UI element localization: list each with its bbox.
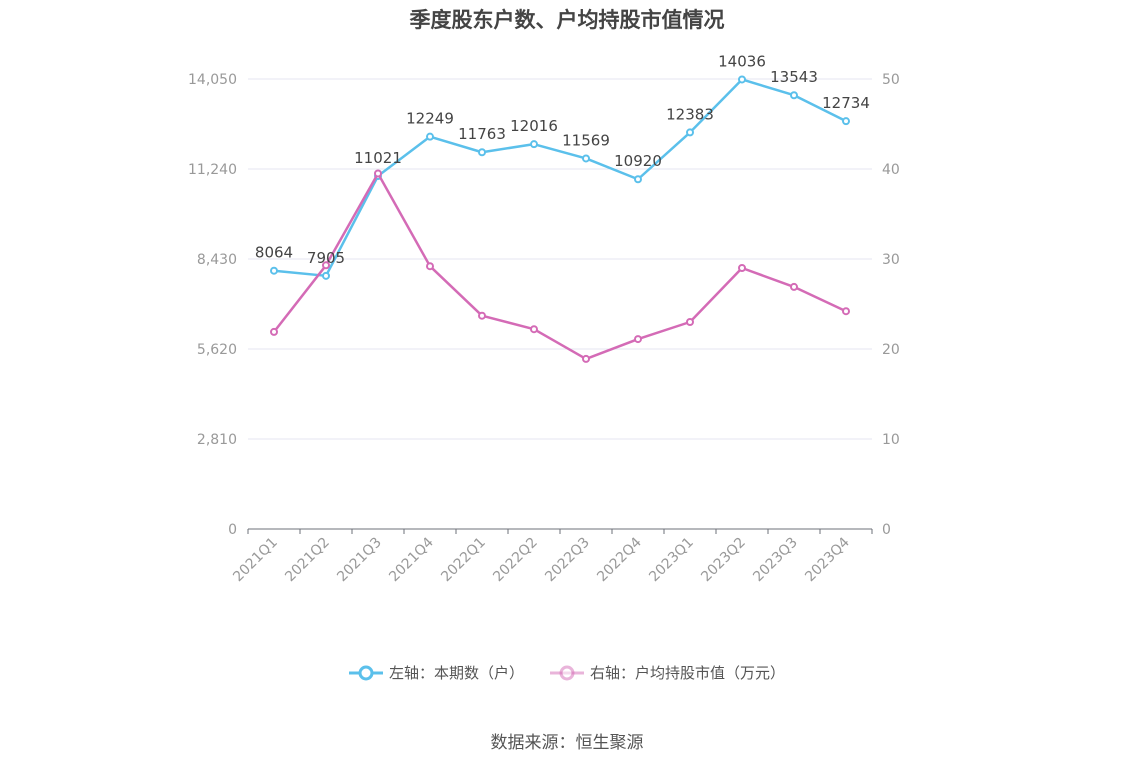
data-label: 11569 xyxy=(562,131,610,149)
left-series-line xyxy=(273,78,847,278)
x-axis-category-label: 2021Q4 xyxy=(386,534,437,585)
x-axis-category-label: 2022Q4 xyxy=(594,534,645,585)
legend-right-marker-icon xyxy=(550,665,584,680)
right-series-point xyxy=(686,318,694,326)
right-axis-tick-label: 40 xyxy=(882,162,900,178)
data-label: 12383 xyxy=(666,105,714,123)
x-axis-category-label: 2022Q1 xyxy=(438,535,489,586)
x-axis-category-label: 2022Q2 xyxy=(490,535,541,586)
series-lines xyxy=(270,75,850,363)
axes: 0 0 2,810 10 5,620 20 8,430 30 11,240 40 14,050 50 2… xyxy=(188,72,900,585)
chart-title: 季度股东户数、户均持股市值情况 xyxy=(409,8,725,32)
left-series-point xyxy=(270,266,278,275)
right-series-point xyxy=(270,327,278,336)
right-series-point xyxy=(634,335,642,344)
left-axis-tick-label: 2,810 xyxy=(197,432,237,448)
left-axis-tick-label: 14,050 xyxy=(188,72,237,88)
right-series-point xyxy=(790,282,798,291)
data-label: 8064 xyxy=(255,244,293,262)
data-label: 11021 xyxy=(354,149,402,167)
left-series-point xyxy=(322,271,330,280)
left-series-point xyxy=(478,148,486,157)
left-series-point xyxy=(790,91,798,100)
data-label: 11763 xyxy=(458,125,506,143)
grid-lines xyxy=(248,78,872,440)
left-series-point xyxy=(738,75,746,84)
left-series-point xyxy=(634,175,642,184)
left-axis-tick-label: 5,620 xyxy=(197,342,237,358)
x-axis-category-label: 2023Q4 xyxy=(802,534,853,585)
legend: 左轴：本期数（户） 右轴：户均持股市值（万元） xyxy=(0,662,1134,683)
right-series-line xyxy=(273,172,847,361)
left-axis-tick-label: 11,240 xyxy=(188,162,237,178)
left-series-point xyxy=(530,140,538,149)
right-axis-tick-label: 0 xyxy=(882,522,891,538)
data-label: 12016 xyxy=(510,117,558,135)
right-series-point xyxy=(582,354,590,363)
left-axis-tick-label: 0 xyxy=(228,522,237,538)
right-series-point xyxy=(426,262,434,271)
data-label: 10920 xyxy=(614,152,662,170)
right-axis-tick-label: 30 xyxy=(882,252,900,268)
right-series-point xyxy=(478,311,486,320)
legend-item-left-axis[interactable]: 左轴：本期数（户） xyxy=(348,662,524,683)
left-series-point xyxy=(842,117,850,126)
x-axis-category-label: 2021Q3 xyxy=(334,535,385,586)
x-axis-category-label: 2021Q2 xyxy=(282,535,333,586)
data-label: 12249 xyxy=(406,110,454,128)
x-axis-category-label: 2021Q1 xyxy=(230,535,281,586)
left-series-point xyxy=(582,154,590,163)
x-axis-category-label: 2023Q2 xyxy=(698,535,749,586)
right-axis-tick-label: 50 xyxy=(882,72,900,88)
x-axis-category-label: 2022Q3 xyxy=(542,535,593,586)
source-note: 数据来源：恒生聚源 xyxy=(490,733,644,753)
data-label: 14036 xyxy=(718,52,766,70)
left-axis-tick-label: 8,430 xyxy=(197,252,237,268)
left-series-point xyxy=(426,132,434,141)
x-axis-category-label: 2023Q1 xyxy=(646,535,697,586)
right-axis-tick-label: 20 xyxy=(882,342,900,358)
right-axis-tick-label: 10 xyxy=(882,432,900,448)
right-series-point xyxy=(322,261,330,270)
right-series-point xyxy=(530,325,538,334)
legend-label-right-axis: 右轴：户均持股市值（万元） xyxy=(590,664,786,682)
right-series-point xyxy=(738,264,746,272)
data-label: 12734 xyxy=(822,94,870,112)
data-label: 13543 xyxy=(770,68,818,86)
legend-item-right-axis[interactable]: 右轴：户均持股市值（万元） xyxy=(550,662,785,683)
right-series-point xyxy=(374,169,382,178)
legend-label-left-axis: 左轴：本期数（户） xyxy=(388,664,524,682)
legend-left-marker-icon xyxy=(348,665,383,680)
right-series-point xyxy=(842,307,850,316)
left-series-point xyxy=(686,128,694,137)
data-label: 7905 xyxy=(307,249,345,267)
x-axis-category-label: 2023Q3 xyxy=(750,535,801,586)
